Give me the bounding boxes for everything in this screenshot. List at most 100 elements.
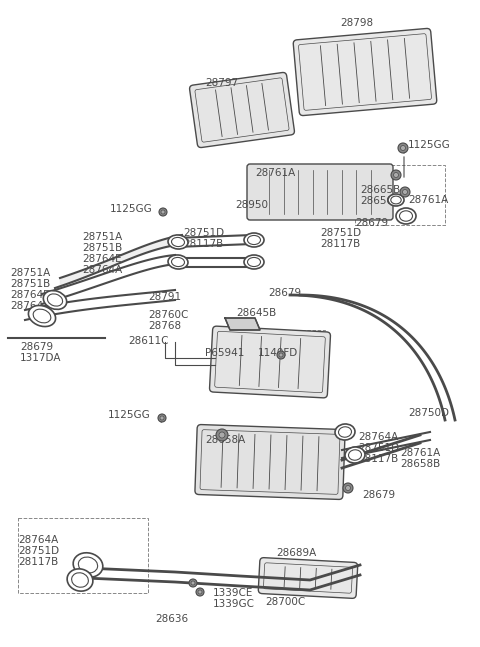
Circle shape: [158, 414, 166, 422]
Text: 28751A: 28751A: [82, 232, 122, 242]
Text: 28117B: 28117B: [183, 239, 223, 249]
Text: 1125GG: 1125GG: [110, 204, 153, 214]
Circle shape: [216, 429, 228, 441]
Text: 28679: 28679: [355, 218, 388, 228]
Ellipse shape: [244, 255, 264, 269]
Ellipse shape: [345, 447, 365, 463]
Text: 28636: 28636: [155, 614, 188, 624]
Circle shape: [191, 581, 195, 585]
Text: 28751B: 28751B: [10, 279, 50, 289]
Text: 28764E: 28764E: [82, 254, 121, 264]
Ellipse shape: [338, 427, 351, 437]
Text: 28764A: 28764A: [82, 265, 122, 275]
Ellipse shape: [248, 236, 261, 245]
Ellipse shape: [348, 450, 361, 460]
Ellipse shape: [48, 294, 62, 306]
Circle shape: [198, 590, 202, 594]
Text: 28679: 28679: [362, 490, 395, 500]
Circle shape: [400, 187, 410, 197]
Ellipse shape: [399, 211, 412, 221]
Ellipse shape: [244, 233, 264, 247]
Circle shape: [219, 432, 225, 438]
FancyBboxPatch shape: [293, 28, 437, 116]
Ellipse shape: [43, 291, 67, 309]
Ellipse shape: [396, 208, 416, 224]
Text: 28768: 28768: [148, 321, 181, 331]
Circle shape: [403, 190, 408, 195]
Text: 28751D: 28751D: [18, 546, 59, 556]
Text: 28645B: 28645B: [236, 308, 276, 318]
Text: P65941: P65941: [205, 348, 244, 358]
Circle shape: [196, 588, 204, 596]
Text: 1339GC: 1339GC: [213, 599, 255, 609]
Circle shape: [161, 210, 165, 214]
Ellipse shape: [33, 309, 51, 323]
Circle shape: [398, 143, 408, 153]
Text: 28797: 28797: [205, 78, 238, 88]
Text: 1317DA: 1317DA: [20, 353, 61, 363]
Ellipse shape: [168, 235, 188, 249]
Ellipse shape: [168, 255, 188, 269]
Ellipse shape: [171, 258, 184, 267]
Text: 28791: 28791: [148, 292, 181, 302]
Ellipse shape: [388, 194, 404, 206]
Text: 28750D: 28750D: [408, 408, 449, 418]
FancyBboxPatch shape: [258, 558, 358, 598]
Text: 28761A: 28761A: [408, 195, 448, 205]
Text: 28658A: 28658A: [205, 435, 245, 445]
Text: 28761A: 28761A: [400, 448, 440, 458]
Ellipse shape: [28, 305, 56, 327]
Text: 28950: 28950: [235, 200, 268, 210]
Circle shape: [277, 351, 285, 359]
Text: 28764A: 28764A: [358, 432, 398, 442]
Ellipse shape: [73, 553, 103, 577]
Circle shape: [400, 146, 406, 151]
Text: 28679: 28679: [268, 288, 301, 298]
Text: 28650B: 28650B: [360, 196, 400, 206]
Circle shape: [159, 208, 167, 216]
Circle shape: [160, 416, 164, 420]
Text: 28751D: 28751D: [358, 443, 399, 453]
Text: 28665B: 28665B: [360, 185, 400, 195]
Text: 28658B: 28658B: [400, 459, 440, 469]
Text: 28764A: 28764A: [18, 535, 58, 545]
FancyBboxPatch shape: [210, 326, 330, 398]
Text: 28764E: 28764E: [10, 290, 49, 300]
Text: 1125GG: 1125GG: [408, 140, 451, 150]
Ellipse shape: [171, 237, 184, 247]
Circle shape: [391, 170, 401, 180]
Circle shape: [189, 579, 197, 587]
Circle shape: [343, 483, 353, 493]
Polygon shape: [225, 318, 260, 330]
Ellipse shape: [248, 258, 261, 267]
Circle shape: [346, 485, 350, 490]
Ellipse shape: [335, 424, 355, 440]
Text: 28117B: 28117B: [18, 557, 58, 567]
FancyBboxPatch shape: [195, 424, 345, 499]
Text: 1339CE: 1339CE: [213, 588, 253, 598]
Text: 28764A: 28764A: [10, 301, 50, 311]
Ellipse shape: [391, 196, 401, 204]
Text: 28760C: 28760C: [148, 310, 188, 320]
Ellipse shape: [72, 573, 88, 587]
Text: 1140FD: 1140FD: [258, 348, 298, 358]
Circle shape: [279, 353, 283, 357]
Text: 28117B: 28117B: [320, 239, 360, 249]
Text: 28751A: 28751A: [10, 268, 50, 278]
Text: 28679: 28679: [20, 342, 53, 352]
Text: 28700C: 28700C: [265, 597, 305, 607]
Text: 28761A: 28761A: [255, 168, 295, 178]
Text: 28751D: 28751D: [183, 228, 224, 238]
Text: 28751B: 28751B: [82, 243, 122, 253]
Text: 28611C: 28611C: [128, 336, 168, 346]
Text: 28689A: 28689A: [276, 548, 316, 558]
Text: 1125GG: 1125GG: [108, 410, 151, 420]
Ellipse shape: [67, 569, 93, 591]
Text: 28751D: 28751D: [320, 228, 361, 238]
Circle shape: [394, 173, 398, 177]
Ellipse shape: [78, 557, 97, 573]
Text: 28117B: 28117B: [358, 454, 398, 464]
Text: 28798: 28798: [340, 18, 373, 28]
FancyBboxPatch shape: [247, 164, 393, 220]
FancyBboxPatch shape: [190, 72, 294, 148]
